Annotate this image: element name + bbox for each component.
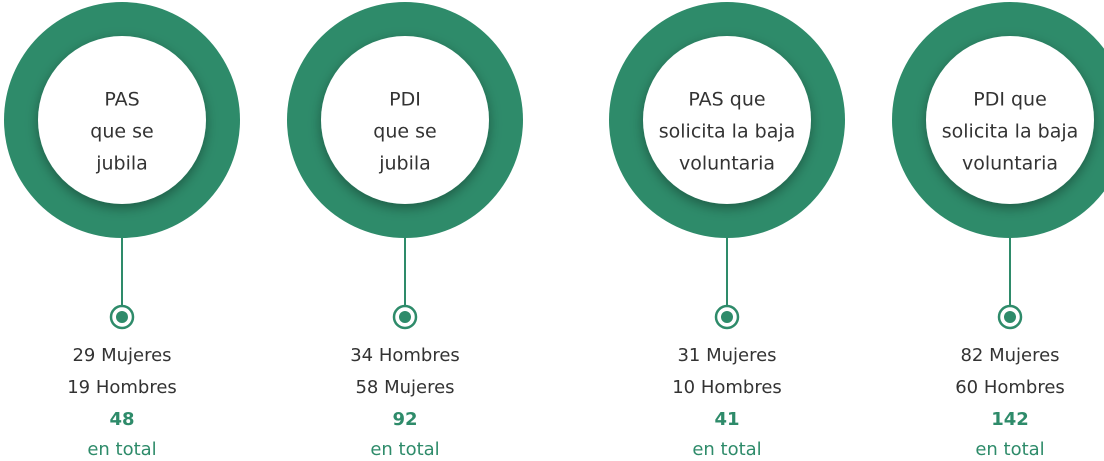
circle-label: que se bbox=[90, 121, 153, 143]
circle-label: PDI que bbox=[973, 89, 1047, 111]
circle-label: solicita la baja bbox=[659, 121, 796, 143]
circle-label: PAS bbox=[104, 89, 139, 111]
total: 48 bbox=[109, 409, 134, 430]
count-line: 10 Hombres bbox=[672, 377, 782, 398]
circle-label: PAS que bbox=[688, 89, 765, 111]
circle-label: solicita la baja bbox=[942, 121, 1079, 143]
count-line: 58 Mujeres bbox=[355, 377, 454, 398]
total-label: en total bbox=[975, 439, 1044, 460]
inner-circle bbox=[38, 36, 206, 204]
total-label: en total bbox=[370, 439, 439, 460]
node-dot bbox=[1004, 311, 1016, 323]
count-line: 82 Mujeres bbox=[960, 345, 1059, 366]
inner-circle bbox=[643, 36, 811, 204]
total-label: en total bbox=[87, 439, 156, 460]
total: 41 bbox=[714, 409, 739, 430]
circle-label: que se bbox=[373, 121, 436, 143]
node-dot bbox=[399, 311, 411, 323]
node-dot bbox=[116, 311, 128, 323]
count-line: 19 Hombres bbox=[67, 377, 177, 398]
inner-circle bbox=[926, 36, 1094, 204]
circle-label: voluntaria bbox=[679, 153, 775, 175]
count-line: 31 Mujeres bbox=[677, 345, 776, 366]
circle-label: jubila bbox=[95, 153, 148, 175]
count-line: 34 Hombres bbox=[350, 345, 460, 366]
total: 92 bbox=[392, 409, 417, 430]
circle-label: jubila bbox=[378, 153, 431, 175]
circle-label: PDI bbox=[389, 89, 421, 111]
count-line: 29 Mujeres bbox=[72, 345, 171, 366]
circle-label: voluntaria bbox=[962, 153, 1058, 175]
total-label: en total bbox=[692, 439, 761, 460]
count-line: 60 Hombres bbox=[955, 377, 1065, 398]
total: 142 bbox=[991, 409, 1029, 430]
node-dot bbox=[721, 311, 733, 323]
inner-circle bbox=[321, 36, 489, 204]
